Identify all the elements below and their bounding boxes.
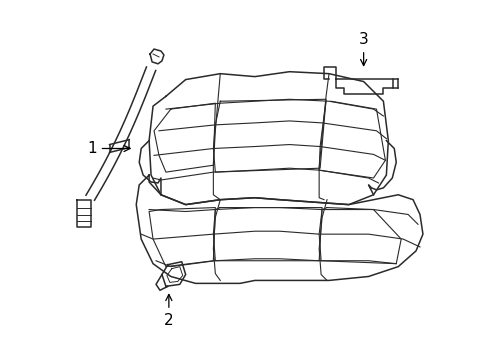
- Text: 1: 1: [87, 141, 130, 156]
- Text: 3: 3: [358, 32, 368, 66]
- Text: 2: 2: [163, 294, 173, 328]
